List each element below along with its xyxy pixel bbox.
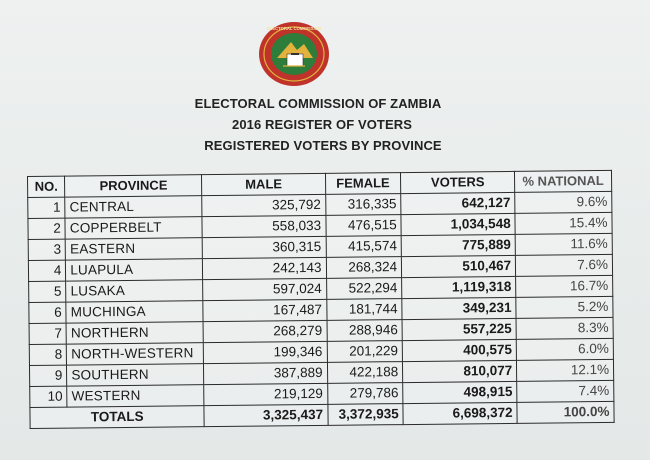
row-pct: 12.1%: [516, 359, 614, 382]
totals-male: 3,325,437: [204, 404, 328, 427]
row-male: 558,033: [202, 215, 326, 238]
row-province: EASTERN: [65, 237, 203, 261]
row-female: 201,229: [326, 340, 403, 363]
title-register: 2016 REGISTER OF VOTERS: [231, 117, 412, 132]
row-female: 279,786: [327, 382, 404, 405]
row-no: 5: [28, 281, 67, 303]
totals-voters: 6,698,372: [403, 402, 518, 425]
row-no: 6: [28, 302, 67, 324]
header-male: MALE: [201, 173, 326, 196]
row-male: 219,129: [204, 383, 328, 406]
row-voters: 1,034,548: [401, 213, 516, 236]
row-no: 7: [29, 323, 67, 345]
row-province: LUSAKA: [65, 279, 204, 303]
header-no: NO.: [27, 176, 66, 198]
row-pct: 9.6%: [514, 191, 612, 214]
row-pct: 5.2%: [515, 296, 614, 319]
row-no: 10: [29, 386, 68, 408]
row-female: 422,188: [326, 361, 403, 384]
row-female: 415,574: [325, 235, 402, 258]
title-subtitle: REGISTERED VOTERS BY PROVINCE: [204, 138, 442, 153]
row-province: NORTHERN: [66, 321, 204, 345]
row-female: 316,335: [325, 193, 402, 216]
row-pct: 7.6%: [515, 254, 613, 277]
row-no: 2: [27, 218, 66, 240]
row-voters: 400,575: [402, 339, 517, 362]
header-voters: VOTERS: [400, 171, 515, 194]
row-province: COPPERBELT: [65, 216, 203, 240]
row-province: SOUTHERN: [66, 363, 205, 387]
header-pct-national: % NATIONAL: [514, 170, 612, 193]
row-voters: 642,127: [400, 192, 516, 215]
row-female: 268,324: [325, 256, 402, 279]
header-province: PROVINCE: [64, 174, 203, 198]
row-voters: 810,077: [402, 360, 517, 383]
row-male: 242,143: [202, 257, 327, 280]
row-female: 476,515: [325, 214, 402, 237]
row-male: 167,487: [203, 299, 327, 322]
row-no: 3: [28, 239, 66, 261]
row-pct: 16.7%: [515, 275, 613, 298]
row-voters: 1,119,318: [401, 276, 516, 299]
row-province: MUCHINGA: [66, 300, 204, 324]
row-male: 597,024: [203, 278, 327, 301]
row-pct: 7.4%: [516, 380, 614, 403]
row-female: 288,946: [326, 319, 403, 342]
row-female: 522,294: [326, 277, 402, 300]
row-voters: 498,915: [402, 381, 518, 404]
row-male: 360,315: [202, 236, 326, 259]
row-voters: 557,225: [402, 318, 517, 341]
electoral-commission-seal: ELECTORAL COMMISSION: [259, 22, 329, 86]
row-male: 325,792: [202, 194, 326, 217]
row-no: 4: [28, 260, 66, 282]
totals-female: 3,372,935: [327, 403, 404, 426]
row-pct: 11.6%: [515, 233, 613, 256]
row-female: 181,744: [326, 298, 403, 321]
header-female: FEMALE: [325, 172, 401, 195]
row-male: 387,889: [203, 362, 328, 385]
totals-pct: 100.0%: [517, 401, 615, 424]
row-no: 8: [29, 344, 67, 366]
row-province: WESTERN: [67, 384, 205, 408]
row-no: 9: [29, 365, 68, 387]
row-no: 1: [27, 197, 66, 219]
row-male: 199,346: [203, 341, 327, 364]
voters-table: NO. PROVINCE MALE FEMALE VOTERS % NATION…: [27, 169, 615, 429]
row-pct: 15.4%: [515, 212, 613, 235]
row-voters: 510,467: [401, 255, 516, 278]
row-province: CENTRAL: [65, 195, 203, 219]
row-voters: 349,231: [401, 297, 517, 320]
row-province: LUAPULA: [65, 258, 204, 282]
row-pct: 8.3%: [516, 317, 614, 340]
totals-label: TOTALS: [29, 405, 205, 429]
title-commission: ELECTORAL COMMISSION OF ZAMBIA: [194, 96, 442, 111]
row-male: 268,279: [203, 320, 327, 343]
row-province: NORTH-WESTERN: [66, 342, 204, 366]
row-voters: 775,889: [401, 234, 516, 257]
svg-text:ELECTORAL COMMISSION: ELECTORAL COMMISSION: [267, 26, 321, 31]
row-pct: 6.0%: [516, 338, 614, 361]
